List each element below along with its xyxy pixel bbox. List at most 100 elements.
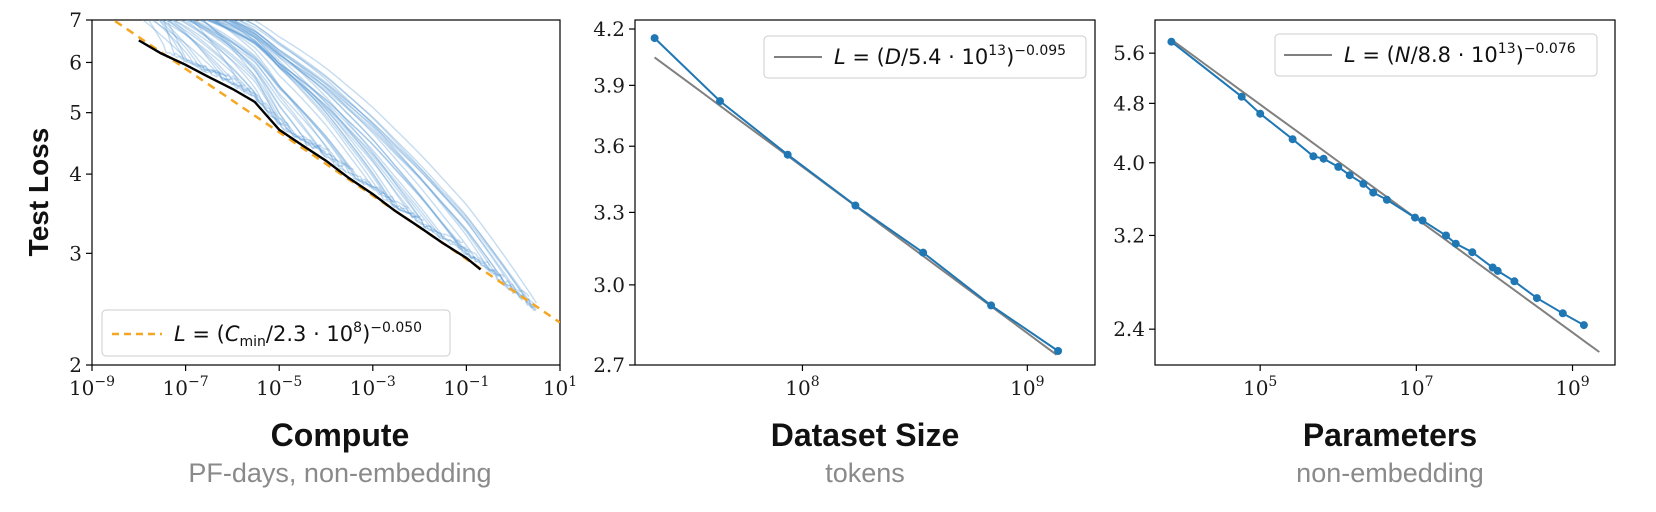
training-curve	[242, 20, 537, 307]
data-point	[1468, 248, 1477, 257]
x-tick-label: 10−1	[443, 374, 489, 400]
x-tick-label: 10−3	[350, 374, 396, 400]
compute-frontier-line	[138, 39, 482, 271]
dataset-panel: 108 109 2.7 3.0 3.3 3.6 3.9 4.2 Dataset Size to…	[593, 17, 1096, 488]
training-curve	[204, 20, 491, 266]
y-tick-label: 3	[69, 241, 82, 265]
x-tick-label: 101	[543, 374, 577, 400]
training-curve	[227, 20, 476, 260]
x-tick-label: 10−5	[256, 374, 302, 400]
data-point	[1382, 195, 1391, 204]
training-curve	[198, 20, 385, 195]
training-curve	[219, 20, 536, 312]
x-tick-label: 105	[1243, 374, 1277, 400]
data-point	[1510, 277, 1519, 286]
x-tick-label: 10−9	[69, 374, 115, 400]
data-point	[1054, 347, 1063, 355]
data-point	[1237, 92, 1246, 101]
y-tick-label: 3.6	[593, 134, 625, 158]
training-curve	[201, 20, 327, 154]
y-tick-label: 3.2	[1113, 223, 1145, 247]
y-tick-label: 2.7	[593, 353, 625, 377]
training-curve	[217, 20, 524, 296]
training-curve	[204, 20, 503, 280]
data-point	[1319, 154, 1328, 163]
data-point	[1334, 162, 1343, 171]
training-curve	[171, 20, 251, 91]
x-tick-label: 108	[785, 374, 819, 400]
training-curve	[212, 20, 347, 173]
dataset-legend: L = (D/5.4 · 1013)−0.095	[763, 35, 1087, 79]
x-tick-label: 107	[1399, 374, 1433, 400]
y-tick-label: 5.6	[1113, 41, 1145, 65]
y-tick-label: 2.4	[1113, 317, 1145, 341]
compute-legend: L = (Cmin/2.3 · 108)−0.050	[101, 309, 451, 357]
training-curve	[166, 20, 209, 71]
training-curve	[229, 20, 418, 220]
training-curve	[212, 20, 536, 311]
compute-fit-curve	[111, 20, 560, 324]
training-curve	[192, 20, 409, 209]
training-curve	[211, 20, 470, 254]
data-point	[851, 201, 860, 210]
fit-curve	[1169, 37, 1600, 353]
data-point	[1288, 135, 1297, 144]
training-curve	[226, 20, 537, 309]
training-curve	[153, 20, 222, 75]
parameters-subtitle: non-embedding	[1296, 458, 1484, 488]
y-tick-label: 3.9	[593, 73, 625, 97]
data-point	[716, 97, 724, 106]
data-point	[1532, 294, 1541, 303]
y-tick-label: 2	[69, 353, 82, 377]
dataset-legend-label: L = (D/5.4 · 1013)−0.095	[834, 43, 1066, 69]
training-curve	[243, 20, 513, 288]
y-tick-label: 5	[69, 101, 82, 125]
training-curve	[208, 20, 435, 231]
compute-ticks: 10−9 10−7 10−5 10−3 10−1 101 2 3 4 5 6 7	[69, 8, 577, 400]
compute-subtitle: PF-days, non-embedding	[188, 458, 491, 488]
data-point	[1359, 179, 1368, 188]
training-curve	[189, 20, 371, 188]
training-curve	[231, 20, 530, 298]
training-curve	[161, 20, 231, 81]
training-curve	[221, 20, 419, 218]
training-curve	[210, 20, 446, 239]
series-line	[1170, 40, 1585, 326]
parameters-legend: L = (N/8.8 · 1013)−0.076	[1274, 33, 1598, 77]
compute-fit-line	[111, 20, 560, 324]
y-tick-label: 4	[69, 162, 82, 186]
data-point	[1167, 37, 1176, 46]
x-tick-label: 109	[1555, 374, 1589, 400]
data-point	[1418, 216, 1427, 225]
training-curve	[171, 20, 278, 120]
training-curve	[184, 20, 293, 132]
compute-plot-frame	[91, 19, 561, 366]
training-curve	[141, 20, 239, 81]
training-curve	[226, 20, 505, 278]
y-tick-label: 3.3	[593, 200, 625, 224]
training-curve	[191, 20, 351, 168]
data-point	[919, 248, 928, 257]
data-point	[1451, 239, 1460, 248]
y-axis-label: Test Loss	[23, 128, 54, 257]
data-point	[650, 34, 659, 43]
data-point	[1411, 213, 1419, 222]
training-curve	[158, 20, 227, 77]
parameters-series	[1167, 37, 1588, 330]
training-curve	[159, 20, 283, 125]
training-curve	[186, 20, 337, 164]
y-tick-label: 6	[69, 50, 82, 74]
x-tick-label: 10−7	[163, 374, 209, 400]
compute-frontier	[138, 39, 482, 271]
training-curve	[252, 20, 538, 304]
y-tick-label: 4.0	[1113, 151, 1145, 175]
training-curve	[207, 20, 471, 253]
data-point	[1345, 171, 1354, 180]
data-point	[1493, 266, 1502, 275]
dataset-legend-box	[763, 35, 1087, 79]
dataset-subtitle: tokens	[825, 458, 905, 488]
training-curve	[178, 20, 312, 146]
parameters-fit-line	[1169, 37, 1600, 353]
training-curve	[237, 20, 442, 237]
